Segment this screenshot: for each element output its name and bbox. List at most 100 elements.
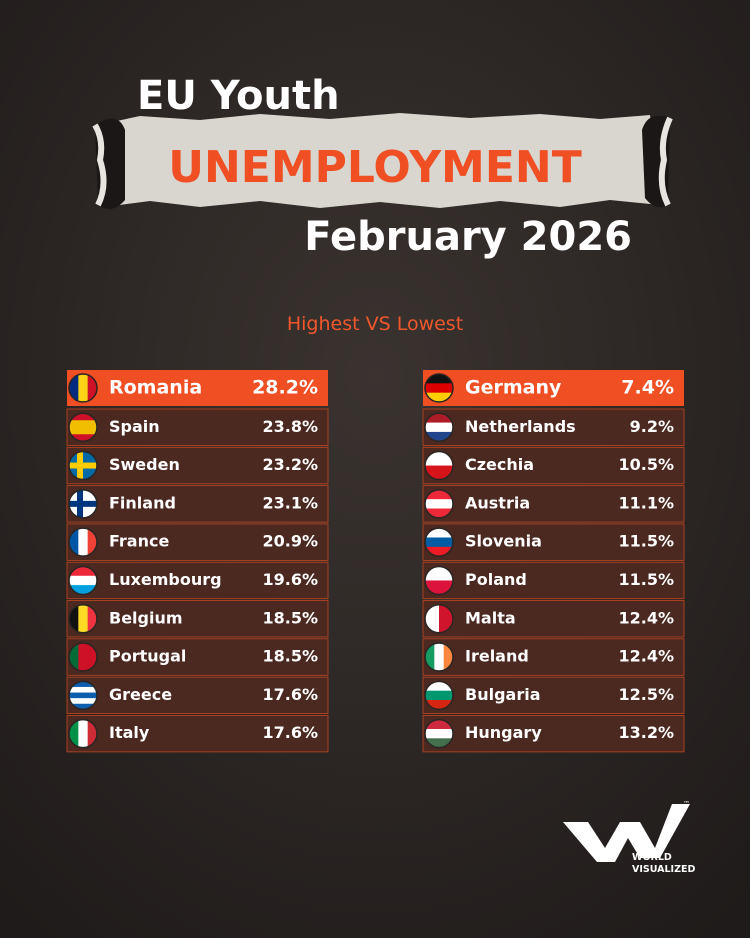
title-line3: February 2026	[304, 214, 632, 260]
title-line1: EU Youth	[137, 73, 340, 119]
title-highlight: UNEMPLOYMENT	[168, 142, 582, 193]
flag-ring	[68, 489, 98, 519]
table-row: Austria 11.1%	[422, 485, 685, 523]
flag-ring	[424, 412, 454, 442]
logo: ™ WORLD VISUALIZED	[563, 800, 695, 875]
table-row: Ireland 12.4%	[422, 638, 685, 676]
table-row: Germany 7.4%	[423, 370, 684, 406]
country-name: Portugal	[109, 647, 186, 666]
country-value: 12.5%	[618, 685, 674, 704]
table-row: Malta 12.4%	[422, 600, 685, 638]
country-name: Austria	[465, 493, 530, 512]
flag	[69, 604, 97, 633]
flag-ring	[424, 489, 454, 519]
country-value: 17.6%	[262, 723, 318, 742]
country-name: Italy	[109, 723, 150, 742]
flag	[425, 413, 453, 442]
row-background	[422, 600, 685, 638]
flag	[425, 566, 453, 595]
flag-ring	[68, 527, 98, 557]
flag-ring	[424, 373, 454, 403]
flag-ring	[424, 450, 454, 481]
country-name: Slovenia	[465, 532, 542, 551]
country-value: 11.5%	[618, 570, 674, 589]
flag-ring	[424, 718, 454, 749]
country-value: 18.5%	[262, 608, 318, 627]
flag-ring	[68, 412, 98, 442]
country-value: 17.6%	[262, 685, 318, 704]
logo-line1: WORLD	[632, 852, 672, 863]
table-row: Czechia 10.5%	[422, 446, 685, 485]
row-background	[422, 523, 685, 561]
subtitle: Highest VS Lowest	[287, 313, 463, 335]
row-background	[66, 485, 329, 523]
flag	[69, 643, 97, 672]
svg-text:™: ™	[683, 800, 690, 808]
country-value: 19.6%	[262, 570, 318, 589]
country-name: Germany	[465, 377, 562, 399]
country-name: Sweden	[109, 455, 180, 474]
row-background	[422, 561, 685, 600]
country-value: 23.8%	[262, 417, 318, 436]
row-background	[423, 370, 684, 406]
flag-ring	[68, 565, 98, 596]
country-value: 11.1%	[618, 493, 674, 512]
country-value: 12.4%	[618, 647, 674, 666]
country-value: 7.4%	[621, 377, 674, 399]
flag	[425, 489, 453, 518]
flag	[425, 528, 453, 557]
row-background	[422, 715, 685, 753]
table-row: Luxembourg 19.6%	[66, 561, 329, 600]
flag-ring	[68, 718, 98, 749]
country-name: Bulgaria	[465, 685, 541, 704]
table-row: Slovenia 11.5%	[422, 523, 685, 561]
row-background	[66, 561, 329, 600]
flag	[425, 681, 453, 710]
country-value: 12.4%	[618, 608, 674, 627]
table-row: Hungary 13.2%	[422, 715, 685, 753]
country-value: 28.2%	[252, 377, 318, 399]
table-row: Greece 17.6%	[66, 676, 329, 714]
table-row: Netherlands 9.2%	[422, 408, 685, 446]
row-background	[422, 408, 685, 446]
flag	[69, 719, 97, 748]
country-name: Ireland	[465, 647, 529, 666]
flag-ring	[424, 680, 454, 711]
country-name: Hungary	[465, 723, 542, 742]
flag	[69, 528, 97, 557]
row-background	[66, 638, 329, 676]
row-background	[66, 715, 329, 753]
logo-line2: VISUALIZED	[632, 864, 695, 875]
country-name: Romania	[109, 377, 202, 399]
country-name: Luxembourg	[109, 570, 222, 589]
paper-strip	[92, 113, 673, 209]
flag	[69, 451, 97, 480]
flag	[425, 604, 453, 633]
tables: Romania 28.2% Spain 23.8% Sweden 23.2% Finland…	[66, 370, 685, 753]
flag	[425, 451, 453, 480]
row-background	[422, 446, 685, 485]
flag	[425, 719, 453, 748]
country-name: France	[109, 532, 169, 551]
country-name: Greece	[109, 685, 172, 704]
row-background	[66, 523, 329, 561]
flag-ring	[424, 565, 454, 596]
flag	[69, 413, 97, 442]
table-row: Italy 17.6%	[66, 715, 329, 753]
flag	[69, 489, 97, 518]
table-row: Portugal 18.5%	[66, 638, 329, 676]
country-name: Poland	[465, 570, 527, 589]
table-row: Finland 23.1%	[66, 485, 329, 523]
country-value: 13.2%	[618, 723, 674, 742]
row-background	[422, 676, 685, 714]
country-value: 20.9%	[262, 532, 318, 551]
row-background	[66, 446, 329, 485]
country-name: Malta	[465, 608, 516, 627]
country-value: 23.2%	[262, 455, 318, 474]
country-name: Czechia	[465, 455, 534, 474]
flag-ring	[68, 604, 98, 634]
flag-ring	[424, 642, 454, 672]
flag-ring	[68, 642, 98, 672]
flag-ring	[424, 604, 454, 634]
table-row: Sweden 23.2%	[66, 446, 329, 485]
